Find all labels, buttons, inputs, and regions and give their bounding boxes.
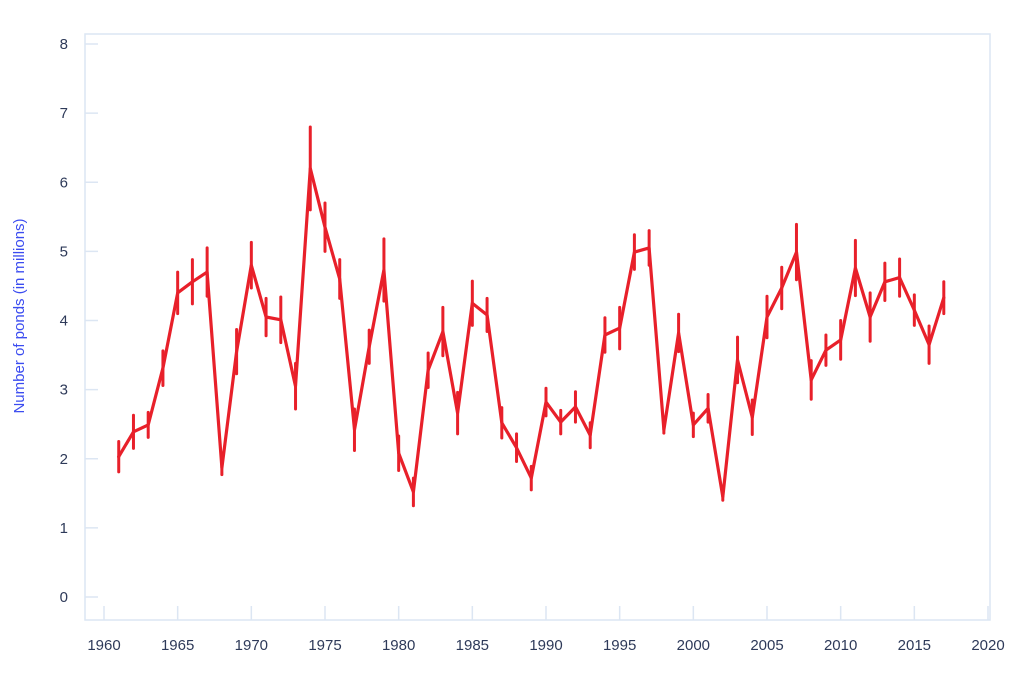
x-tick-label: 2015 (898, 637, 931, 654)
x-tick-label: 1990 (529, 637, 562, 654)
y-tick-label: 7 (60, 105, 68, 122)
x-tick-label: 1975 (308, 637, 341, 654)
y-tick-label: 3 (60, 382, 68, 399)
y-tick-label: 6 (60, 174, 68, 191)
x-tick-label: 2020 (971, 637, 1004, 654)
y-tick-label: 8 (60, 36, 68, 53)
x-tick-label: 1980 (382, 637, 415, 654)
plot-frame (84, 33, 991, 621)
x-tick-label: 1960 (87, 637, 120, 654)
x-tick-label: 1970 (235, 637, 268, 654)
y-axis: 0 1 2 3 4 5 6 7 8 (60, 36, 98, 606)
y-tick-label: 1 (60, 520, 68, 537)
x-tick-label: 2005 (750, 637, 783, 654)
x-tick-label: 1965 (161, 637, 194, 654)
x-tick-label: 2010 (824, 637, 857, 654)
y-tick-label: 5 (60, 243, 68, 260)
data-series-line (117, 166, 946, 499)
y-tick-label: 4 (60, 313, 68, 330)
y-tick-label: 2 (60, 451, 68, 468)
x-tick-label: 2000 (677, 637, 710, 654)
y-axis-label: Number of ponds (in millions) (11, 218, 28, 413)
x-tick-label: 1985 (456, 637, 489, 654)
x-tick-label: 1995 (603, 637, 636, 654)
x-axis: 1960 1965 1970 1975 1980 1985 1990 1995 2000 2005… (87, 606, 1005, 654)
y-tick-label: 0 (60, 589, 68, 606)
